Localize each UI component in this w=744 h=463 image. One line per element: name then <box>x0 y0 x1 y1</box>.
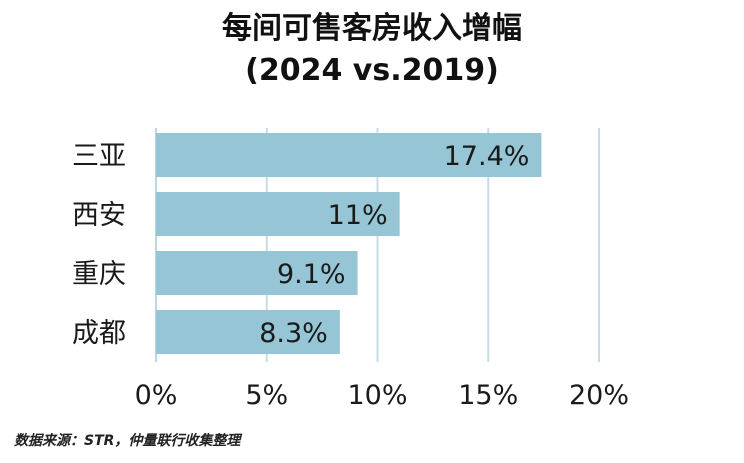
bar-value-label-2: 9.1% <box>277 259 346 290</box>
x-tick-label-0: 0% <box>135 380 178 411</box>
category-label-1: 西安 <box>72 200 126 231</box>
bar-value-label-1: 11% <box>328 200 388 231</box>
category-label-2: 重庆 <box>72 259 126 290</box>
x-tick-label-20: 20% <box>569 380 629 411</box>
chart-title-line1: 每间可售客房收入增幅 <box>222 11 522 46</box>
bar-3 <box>156 310 340 354</box>
bar-value-label-3: 8.3% <box>259 318 328 349</box>
x-tick-label-5: 5% <box>245 380 288 411</box>
bar-1 <box>156 192 400 236</box>
category-label-0: 三亚 <box>72 141 126 172</box>
category-label-3: 成都 <box>72 318 126 349</box>
bar-0 <box>156 133 542 177</box>
x-tick-label-15: 15% <box>458 380 518 411</box>
bar-value-label-0: 17.4% <box>444 141 530 172</box>
source-note: 数据来源：STR，仲量联行收集整理 <box>14 433 241 449</box>
bar-2 <box>156 251 358 295</box>
chart-title-line2: (2024 vs.2019) <box>245 53 499 88</box>
x-tick-label-10: 10% <box>347 380 407 411</box>
